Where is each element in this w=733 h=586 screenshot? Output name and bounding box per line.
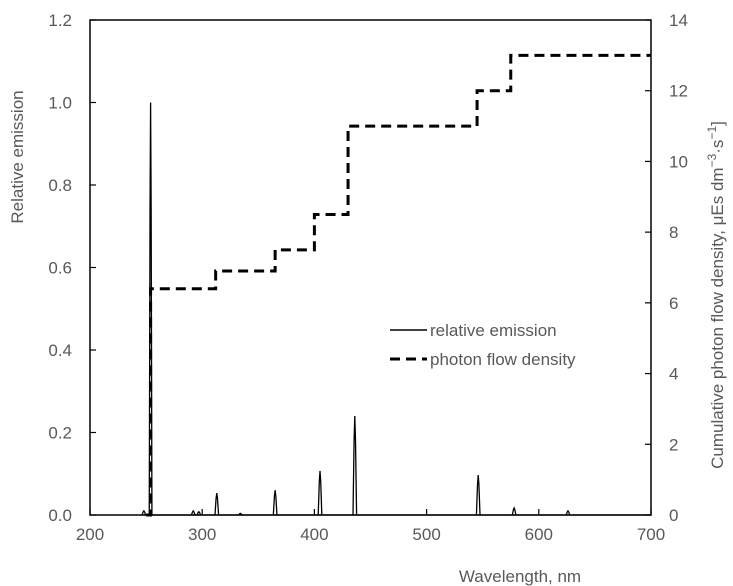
y-tick-label: 0.0 — [48, 506, 72, 525]
y2-tick-label: 6 — [669, 294, 678, 313]
emission-peak — [141, 509, 147, 516]
y-tick-label: 1.0 — [48, 94, 72, 113]
legend-label-photon-flow-density: photon flow density — [430, 350, 576, 369]
y2-tick-label: 12 — [669, 82, 688, 101]
y2-tick-label: 2 — [669, 435, 678, 454]
x-tick-label: 600 — [525, 525, 553, 544]
y-tick-label: 1.2 — [48, 11, 72, 30]
y-tick-label: 0.2 — [48, 424, 72, 443]
emission-peak — [214, 493, 220, 516]
y2-axis-title-exp2: −1 — [705, 126, 719, 140]
y2-axis-title-mid: ·s — [708, 140, 727, 154]
legend-label-relative-emission: relative emission — [430, 321, 557, 340]
emission-peak — [272, 490, 278, 516]
y2-axis-title-end: ] — [708, 121, 727, 126]
y-axis-ticks: 0.0 0.2 0.4 0.6 0.8 1.0 1.2 — [48, 11, 96, 525]
y2-axis-ticks: 0 2 4 6 8 10 12 14 — [645, 11, 688, 525]
y2-tick-label: 10 — [669, 152, 688, 171]
emission-peak — [196, 510, 202, 516]
x-axis-title: Wavelength, nm — [459, 567, 581, 586]
photon-flow-line — [146, 53, 651, 517]
y-axis-title: Relative emission — [8, 90, 27, 223]
x-tick-label: 700 — [637, 525, 665, 544]
emission-peak — [511, 506, 517, 516]
x-tick-label: 400 — [300, 525, 328, 544]
y-tick-label: 0.4 — [48, 341, 72, 360]
y-tick-label: 0.8 — [48, 176, 72, 195]
y2-axis-title-exp1: −3 — [705, 153, 719, 167]
plot-area-frame — [89, 19, 652, 516]
emission-peak — [475, 474, 481, 516]
y2-tick-label: 0 — [669, 506, 678, 525]
y2-tick-label: 8 — [669, 223, 678, 242]
y2-tick-label: 14 — [669, 11, 688, 30]
emission-peak — [238, 512, 243, 516]
emission-peak — [317, 470, 323, 516]
y2-axis-title: Cumulative photon flow density, μEs dm−3… — [705, 121, 727, 469]
y2-tick-label: 4 — [669, 365, 678, 384]
x-tick-label: 500 — [412, 525, 440, 544]
emission-peak — [352, 415, 358, 516]
legend: relative emission photon flow density — [390, 321, 576, 369]
x-tick-label: 300 — [188, 525, 216, 544]
x-tick-label: 200 — [76, 525, 104, 544]
y2-axis-title-main: Cumulative photon flow density, μEs dm — [708, 167, 727, 468]
photon-series — [146, 53, 651, 517]
x-axis-ticks: 200 300 400 500 600 700 — [76, 509, 665, 544]
emission-series — [140, 102, 651, 516]
emission-peak — [565, 509, 571, 516]
y-tick-label: 0.6 — [48, 259, 72, 278]
emission-peak — [190, 509, 196, 516]
